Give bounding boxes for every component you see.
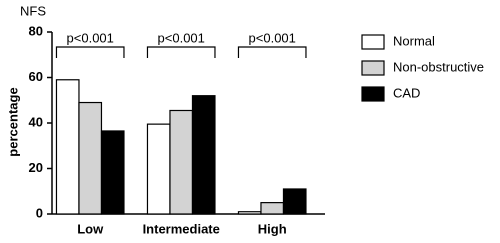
y-tick-label: 60 bbox=[29, 69, 43, 84]
bar bbox=[169, 109, 194, 215]
legend-label: CAD bbox=[393, 85, 420, 100]
bar bbox=[237, 211, 262, 215]
bar bbox=[55, 79, 80, 215]
bar bbox=[282, 188, 307, 215]
y-tick-label: 80 bbox=[29, 23, 43, 38]
significance-bracket bbox=[55, 46, 125, 58]
bar bbox=[78, 101, 103, 215]
legend-label: Normal bbox=[393, 33, 435, 48]
significance-bracket bbox=[146, 46, 216, 58]
y-axis-label: percentage bbox=[5, 87, 20, 156]
legend-swatch bbox=[361, 86, 385, 102]
legend-swatch bbox=[361, 34, 385, 50]
y-tick-label: 20 bbox=[29, 160, 43, 175]
legend-swatch bbox=[361, 60, 385, 76]
x-tick-label: Low bbox=[77, 221, 104, 236]
bar bbox=[191, 95, 216, 215]
chart-title: NFS bbox=[20, 3, 46, 18]
annotation: p<0.001 bbox=[67, 30, 114, 45]
annotation: p<0.001 bbox=[158, 30, 205, 45]
y-tick-label: 0 bbox=[36, 205, 43, 220]
bar bbox=[260, 202, 285, 215]
bar bbox=[100, 130, 125, 215]
x-tick-label: Intermediate bbox=[143, 221, 220, 236]
x-tick-label: High bbox=[258, 221, 287, 236]
legend-label: Non-obstructive bbox=[393, 59, 484, 74]
y-tick-label: 40 bbox=[29, 114, 43, 129]
annotation: p<0.001 bbox=[249, 30, 296, 45]
significance-bracket bbox=[237, 46, 307, 58]
bar bbox=[146, 123, 171, 215]
